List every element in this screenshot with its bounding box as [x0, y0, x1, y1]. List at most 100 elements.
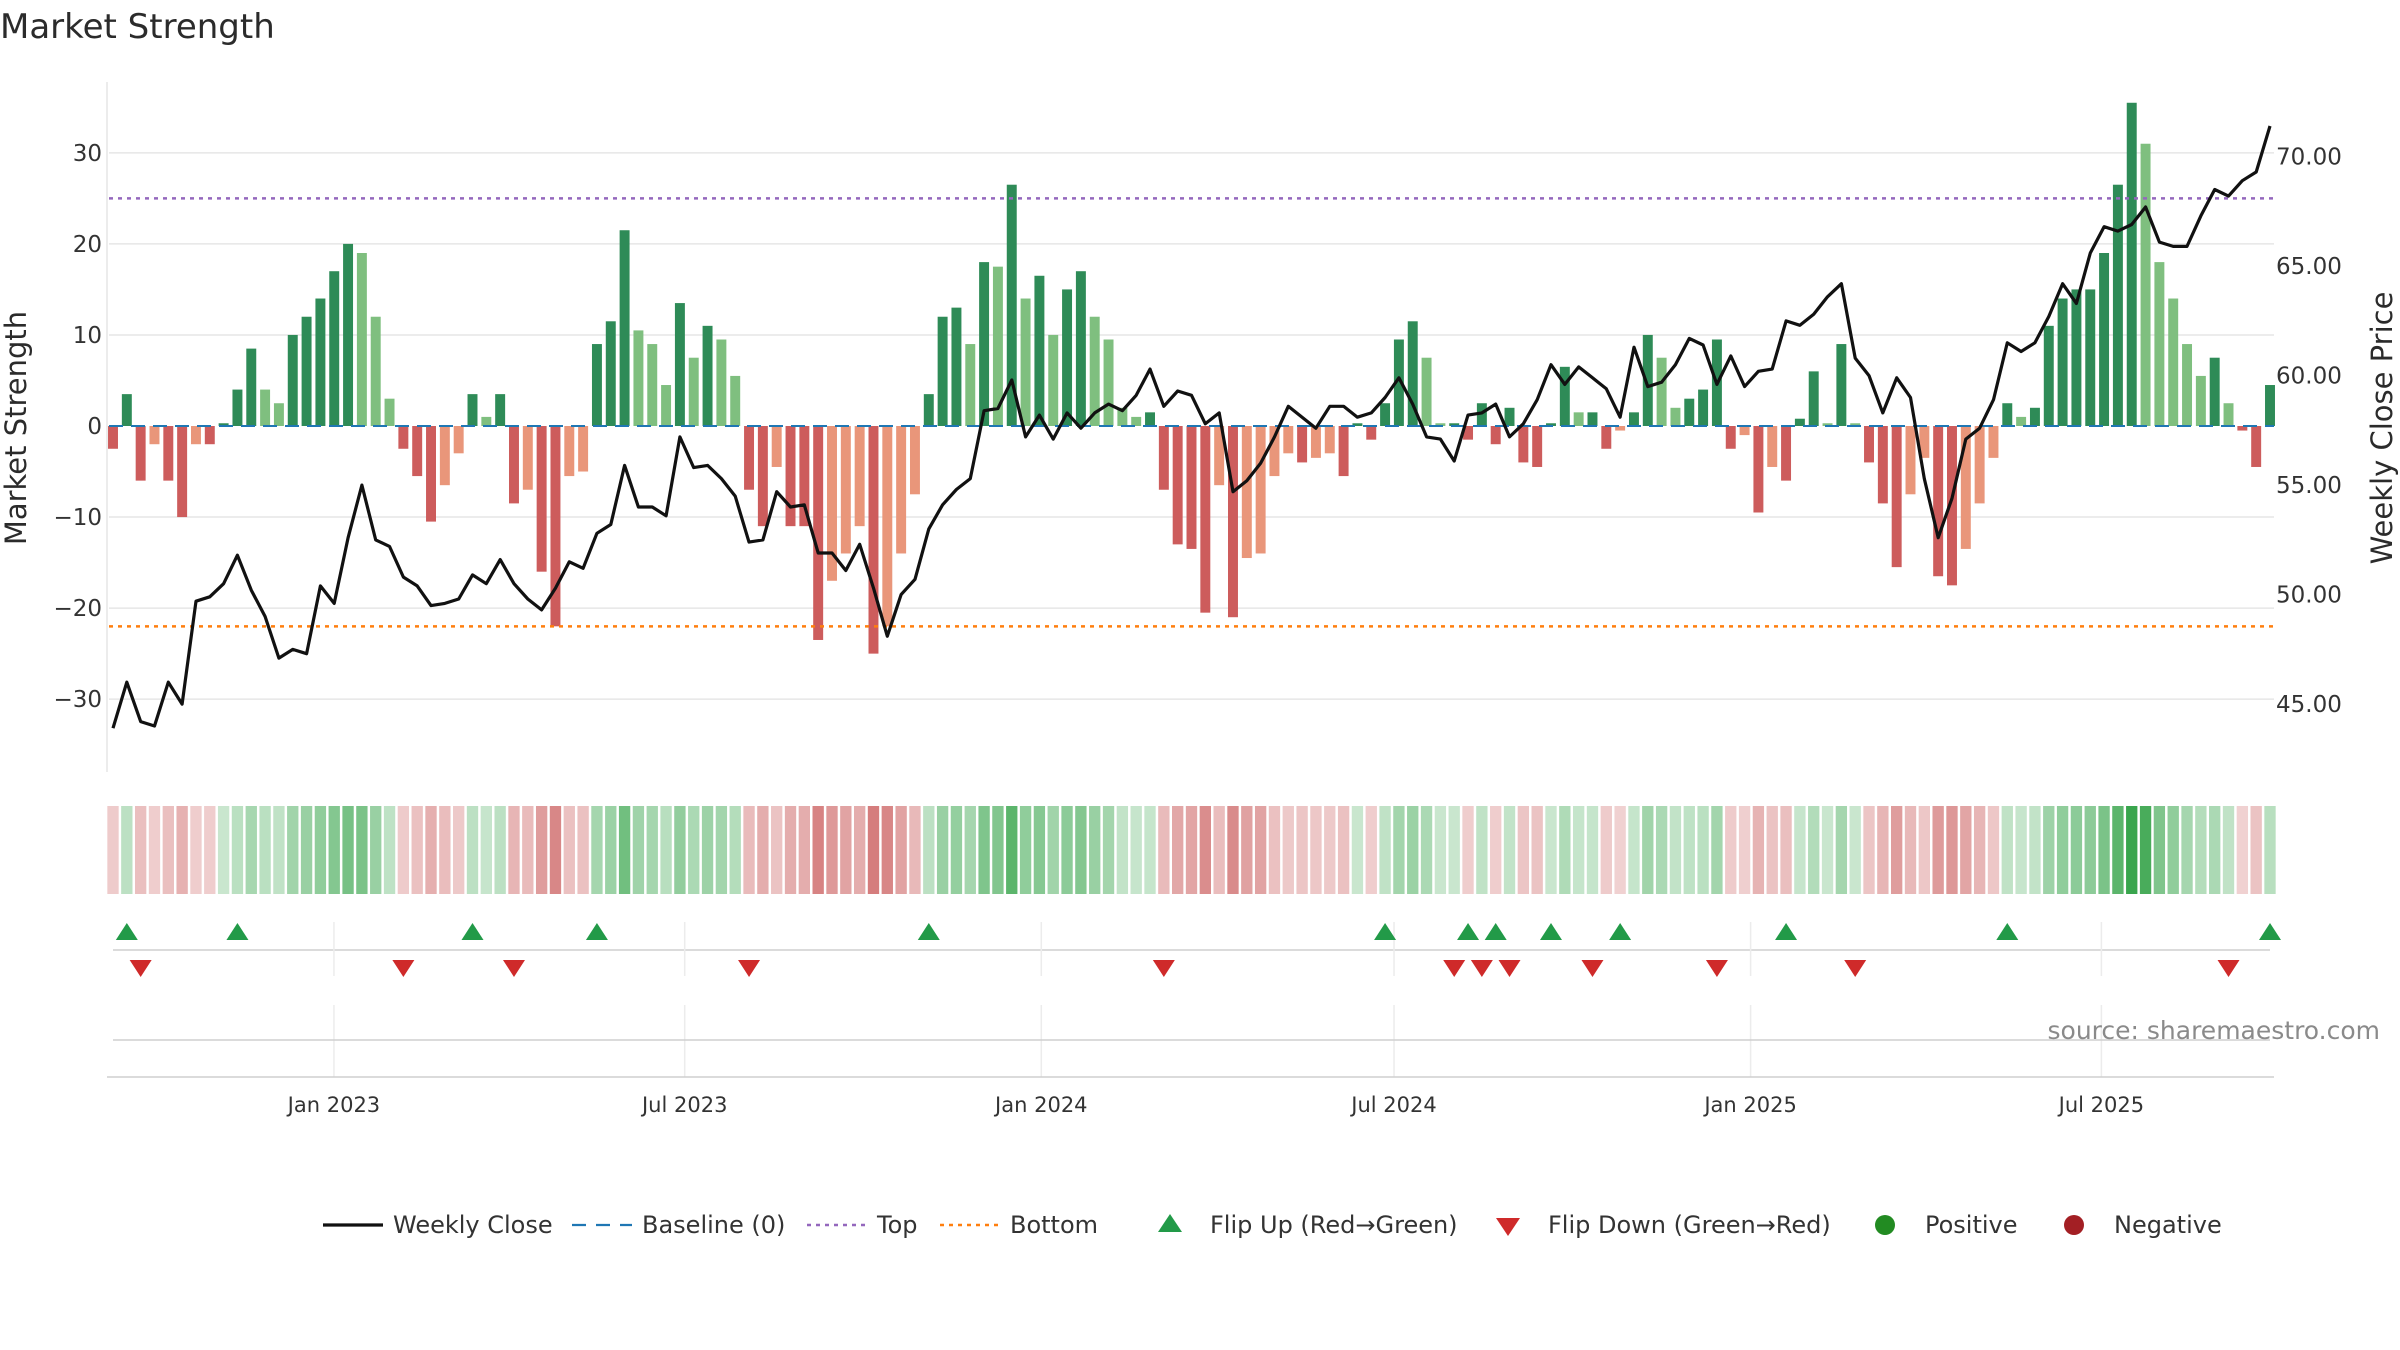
heat-cell	[1075, 806, 1087, 894]
flip-up-marker	[226, 923, 249, 940]
strength-bar	[591, 344, 602, 426]
heat-cell	[1821, 806, 1834, 894]
legend-label: Bottom	[1010, 1211, 1098, 1239]
heat-cell	[342, 806, 354, 894]
strength-bar	[1449, 423, 1460, 426]
strength-bar	[177, 426, 188, 518]
strength-bar	[1532, 426, 1543, 467]
flip-up-marker	[1609, 923, 1632, 940]
weekly-close-line	[111, 125, 2272, 729]
strength-bar	[1947, 426, 1957, 586]
strength-bar	[1891, 426, 1902, 568]
heat-cell	[1089, 806, 1101, 894]
strength-bar	[1546, 423, 1556, 426]
strength-bar	[426, 426, 436, 522]
flip-up-marker	[1775, 923, 1798, 940]
strength-panel: 30 20 10 0 −10 −20 −30 70.00 65.00 60.00 55.00 50.…	[53, 82, 2342, 772]
strength-bar	[647, 344, 658, 426]
heat-cell	[715, 806, 728, 894]
strength-bar	[1615, 426, 1626, 431]
legend-swatch	[1496, 1218, 1520, 1236]
heat-cell	[204, 806, 216, 894]
heat-cell	[411, 806, 423, 894]
heat-cell	[1365, 806, 1377, 894]
legend: Weekly Close Baseline (0) Top Bottom Flip Up…	[323, 1211, 2222, 1239]
heat-cell	[162, 806, 174, 894]
strength-bar	[937, 316, 948, 426]
strength-bar	[1158, 426, 1169, 490]
strength-bar	[1117, 407, 1128, 426]
heat-cell	[1019, 806, 1032, 894]
strength-bar	[1670, 407, 1681, 426]
heat-cell	[1655, 806, 1668, 894]
y-tick-label: 20	[73, 232, 102, 258]
strength-bar	[2112, 184, 2123, 426]
strength-bar	[481, 416, 492, 426]
heat-cell	[522, 806, 534, 894]
strength-bar	[1573, 412, 1584, 426]
heat-cell	[1808, 806, 1820, 894]
heat-cell	[1738, 806, 1751, 894]
heat-cell	[1517, 806, 1530, 894]
strength-bar	[260, 389, 271, 426]
strength-bar	[1864, 426, 1874, 463]
heat-cell	[1863, 806, 1875, 894]
heat-cell	[356, 806, 368, 894]
strength-bar	[854, 426, 865, 527]
flip-up-marker	[115, 923, 138, 940]
heat-cell	[2043, 806, 2055, 894]
date-axis-panel: Jan 2023 Jul 2023 Jan 2024 Jul 2024 Jan 2025…	[107, 1005, 2274, 1117]
strength-bar	[868, 426, 879, 654]
heat-cell	[2181, 806, 2193, 894]
heat-cell	[535, 806, 548, 894]
strength-bar	[1504, 407, 1515, 426]
heat-cell	[383, 806, 396, 894]
heat-cell	[1476, 806, 1488, 894]
strength-bar	[1352, 423, 1363, 426]
heat-cell	[881, 806, 893, 894]
strength-bar	[1269, 426, 1280, 477]
flip-up-marker	[1996, 923, 2019, 940]
strength-bar	[1877, 426, 1888, 504]
legend-label: Baseline (0)	[642, 1211, 785, 1239]
strength-bar	[1753, 426, 1764, 513]
heat-cell	[1683, 806, 1695, 894]
strength-bar	[1380, 403, 1391, 426]
strength-bar	[799, 426, 810, 527]
heat-cell	[1572, 806, 1585, 894]
heat-cell	[2098, 806, 2110, 894]
strength-bar	[785, 426, 796, 527]
heat-cell	[1158, 806, 1170, 894]
heat-cell	[1600, 806, 1612, 894]
strength-bar	[896, 426, 907, 554]
strength-bar	[287, 334, 298, 426]
strength-bar	[1048, 334, 1059, 426]
heat-cell	[2222, 806, 2235, 894]
heat-cell	[1794, 806, 1806, 894]
heat-cell	[729, 806, 741, 894]
heat-cell	[508, 806, 520, 894]
heat-cell	[1932, 806, 1944, 894]
strength-bar	[108, 426, 118, 449]
flip-up-marker	[1374, 923, 1397, 940]
legend-swatch	[2064, 1215, 2084, 1235]
y-tick-label: −20	[53, 596, 102, 622]
strength-bar	[661, 385, 672, 426]
heat-cell	[895, 806, 907, 894]
heat-cell	[217, 806, 230, 894]
heat-cell	[591, 806, 603, 894]
strength-bar	[674, 303, 685, 426]
legend-label: Flip Down (Green→Red)	[1548, 1211, 1831, 1239]
heat-cell	[245, 806, 257, 894]
heat-cell	[231, 806, 244, 894]
strength-bar	[1463, 426, 1474, 440]
heat-cell	[1116, 806, 1129, 894]
strength-bar	[1684, 398, 1695, 426]
strength-bar	[1255, 426, 1266, 554]
heat-cell	[1227, 806, 1239, 894]
heat-cell	[1213, 806, 1225, 894]
y-tick-label: 30	[73, 141, 102, 167]
strength-bar	[2251, 426, 2262, 467]
flip-down-marker	[1470, 960, 1493, 977]
heat-cell	[757, 806, 769, 894]
